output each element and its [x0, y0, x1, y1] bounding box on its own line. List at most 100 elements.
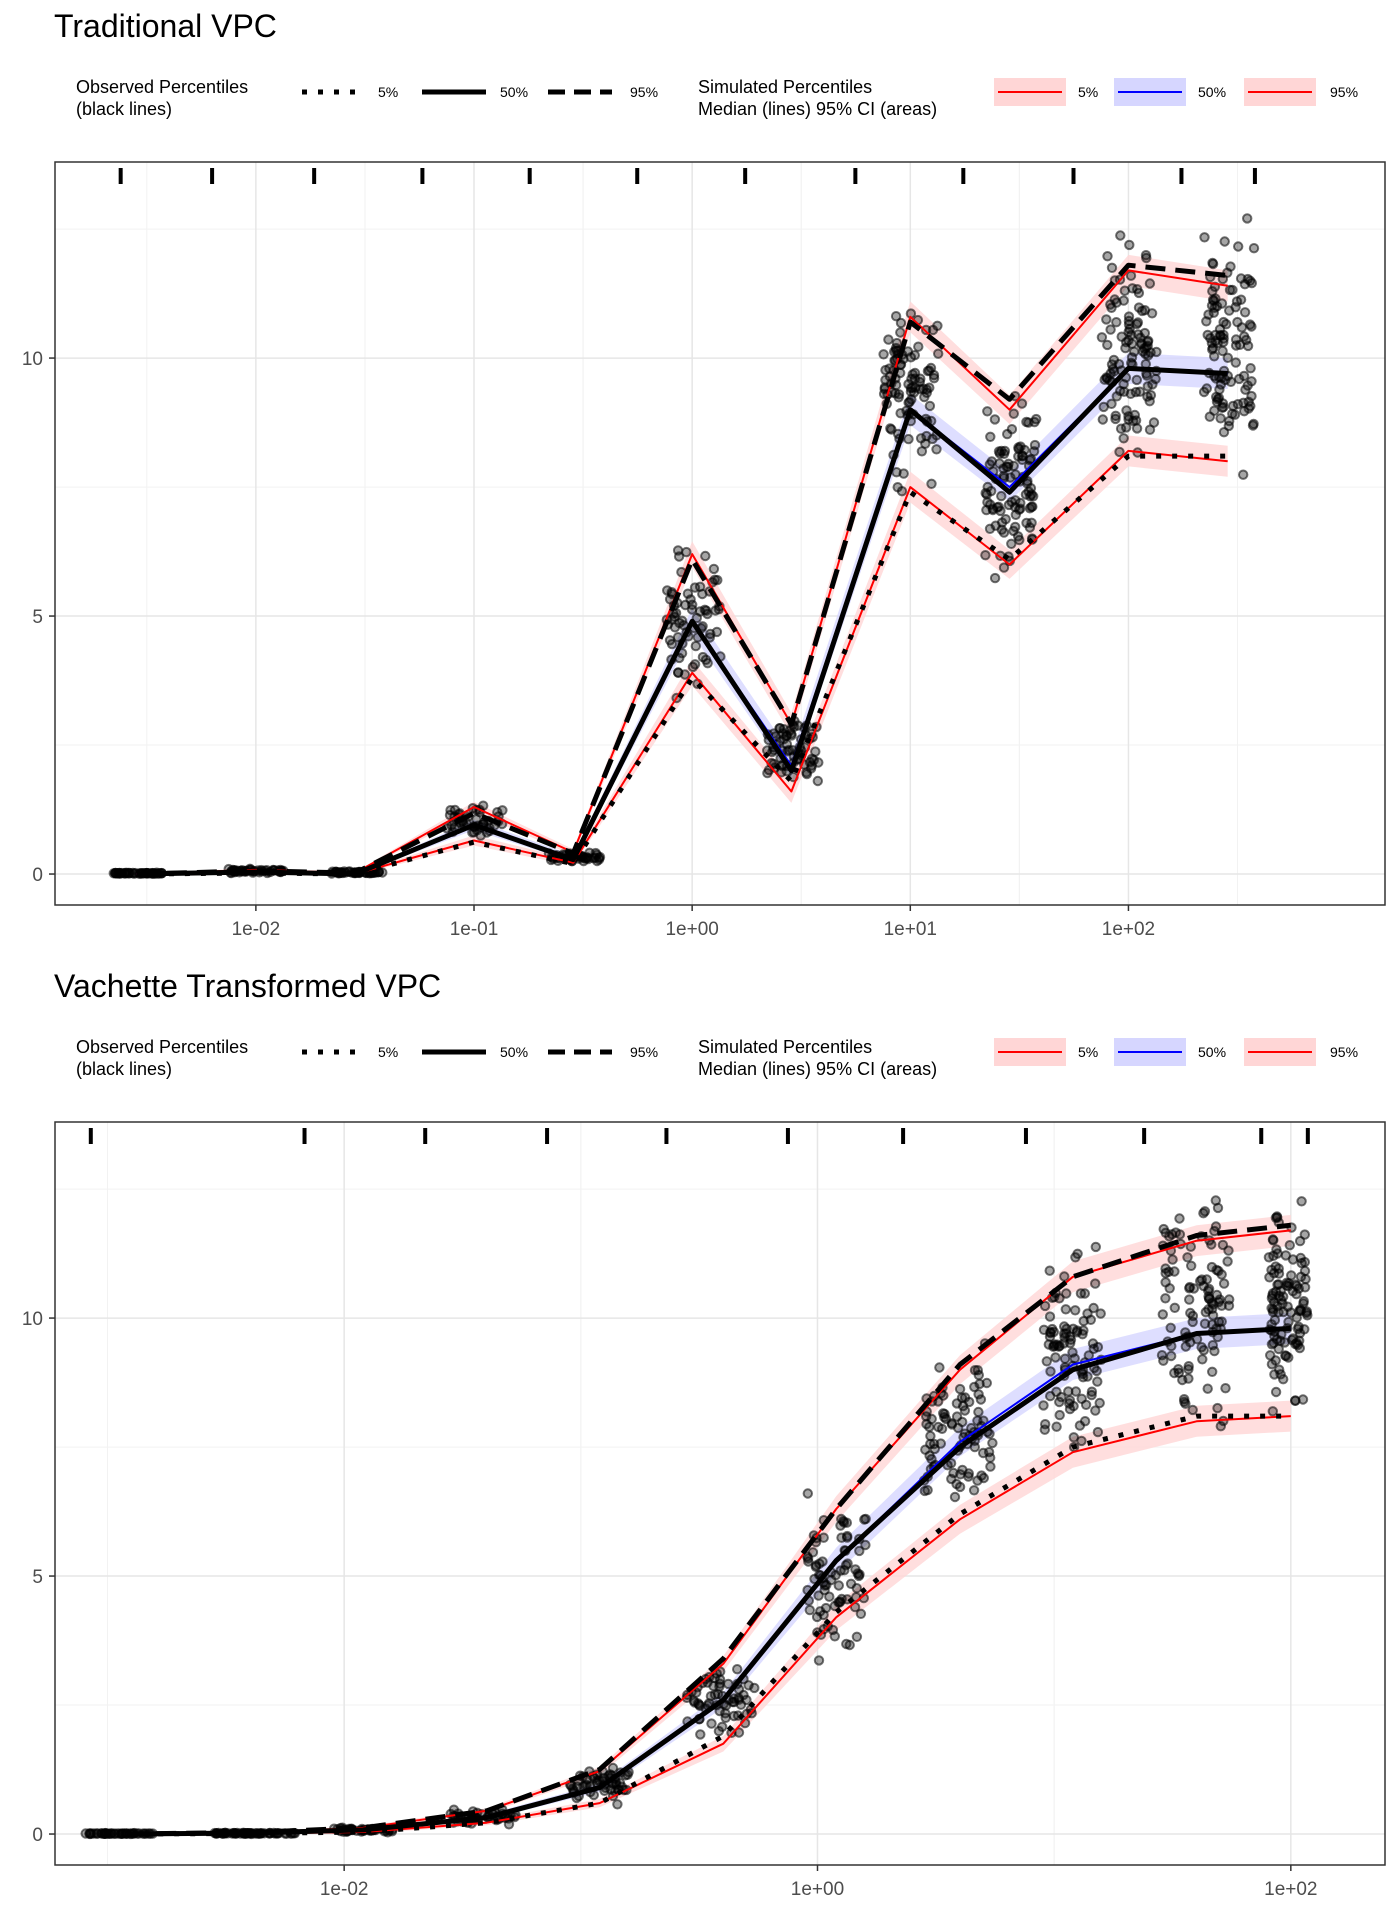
observed-point	[1183, 1361, 1194, 1372]
x-axis: 1e-02 1e-01 1e+00 1e+01 1e+02	[232, 905, 1155, 940]
observed-point	[1268, 1235, 1279, 1246]
observed-point	[1209, 405, 1220, 416]
observed-point	[1147, 379, 1158, 390]
observed-point	[1144, 278, 1156, 289]
observed-point	[1121, 405, 1132, 416]
legend: Observed Percentiles (black lines) 5% 50…	[76, 1036, 1386, 1086]
observed-point	[1287, 1254, 1299, 1265]
observed-point	[854, 1545, 865, 1557]
x-tick-label: 1e+02	[1102, 919, 1155, 940]
observed-point	[984, 523, 996, 534]
y-tick-label: 0	[32, 865, 43, 886]
observed-point	[998, 527, 1010, 538]
observed-point	[1164, 1231, 1175, 1242]
observed-point	[932, 320, 943, 331]
legend-label-simulated-50: 50%	[1198, 1044, 1227, 1060]
observed-point	[1116, 331, 1127, 342]
observed-point	[907, 382, 918, 393]
observed-point	[1090, 1241, 1102, 1253]
observed-point	[1186, 1260, 1197, 1271]
observed-point	[1041, 1356, 1053, 1367]
legend-key-observed-50	[422, 89, 486, 95]
observed-point	[720, 1712, 731, 1723]
y-axis: 0 5 10	[22, 1309, 55, 1846]
observed-point	[1216, 298, 1228, 309]
observed-point	[781, 739, 793, 750]
observed-point	[1278, 1306, 1289, 1318]
legend-label-simulated-5: 5%	[1078, 84, 1099, 100]
legend-label-observed-50: 50%	[500, 1044, 529, 1060]
observed-point	[851, 1631, 863, 1642]
observed-point	[1054, 1293, 1065, 1304]
observed-point	[1268, 1304, 1279, 1315]
observed-point	[959, 1405, 971, 1416]
observed-point	[689, 659, 701, 670]
ci-band-p95	[126, 1214, 1291, 1836]
simulated-p50-line	[126, 1327, 1291, 1835]
observed-point	[1106, 398, 1117, 409]
observed-point	[1239, 279, 1251, 290]
observed-point	[728, 1710, 740, 1722]
observed-p50-line	[136, 365, 1228, 877]
observed-point	[1207, 257, 1218, 269]
x-tick-label: 1e+01	[884, 919, 937, 940]
legend-key-simulated-50	[1114, 1038, 1186, 1066]
observed-point	[1203, 1291, 1214, 1302]
observed-point	[116, 1828, 128, 1839]
observed-point	[1060, 1328, 1072, 1339]
observed-point	[1101, 314, 1112, 325]
observed-point	[1238, 370, 1250, 382]
legend-label-observed-50: 50%	[500, 84, 529, 100]
y-tick-label: 5	[32, 1567, 43, 1588]
observed-point	[694, 1700, 706, 1711]
observed-point	[921, 1418, 932, 1430]
observed-point	[815, 1606, 826, 1617]
observed-point	[1141, 370, 1153, 381]
observed-point	[1270, 1212, 1282, 1223]
observed-point	[1177, 1374, 1188, 1386]
observed-point	[673, 551, 685, 562]
observed-point	[1215, 379, 1227, 390]
observed-point	[978, 1447, 989, 1459]
observed-point	[1210, 293, 1221, 304]
observed-point	[681, 546, 692, 558]
observed-point	[1188, 1283, 1200, 1294]
observed-point	[889, 346, 900, 357]
observed-point	[994, 458, 1005, 469]
observed-point	[1111, 317, 1122, 328]
ci-band-p95	[136, 254, 1228, 876]
observed-point	[1119, 285, 1131, 296]
grid	[55, 1122, 1385, 1865]
x-tick-label: 1e+00	[791, 1879, 844, 1900]
observed-point	[1021, 517, 1032, 529]
observed-point	[1008, 460, 1019, 472]
observed-point	[985, 1452, 996, 1463]
observed-point	[1214, 324, 1226, 335]
observed-point	[1025, 491, 1036, 502]
observed-point	[954, 1383, 966, 1395]
observed-point	[1198, 1208, 1209, 1219]
observed-point	[1299, 1324, 1310, 1335]
observed-point	[995, 505, 1006, 517]
observed-point	[1245, 363, 1256, 374]
observed-point	[973, 1406, 984, 1418]
observed-point	[1227, 408, 1238, 419]
observed-point	[974, 1378, 985, 1390]
observed-point	[1090, 1278, 1101, 1289]
observed-point	[1111, 391, 1123, 402]
observed-point	[1092, 1376, 1103, 1387]
observed-point	[1230, 340, 1242, 351]
observed-point	[1210, 335, 1221, 347]
observed-point	[985, 1461, 996, 1472]
observed-point	[1074, 1420, 1086, 1431]
observed-point	[928, 373, 940, 384]
observed-point	[1270, 1286, 1282, 1297]
legend-label-simulated-5: 5%	[1078, 1044, 1099, 1060]
observed-point	[989, 414, 1001, 425]
observed-point	[690, 640, 701, 652]
traditional-vpc-plot: 1e-02 1e-01 1e+00 1e+01 1e+02 0 5 10	[22, 161, 1386, 940]
observed-point	[1198, 1345, 1210, 1356]
legend: Observed Percentiles (black lines) 5% 50…	[76, 76, 1386, 126]
observed-point	[1239, 307, 1251, 318]
observed-point	[1131, 374, 1143, 386]
